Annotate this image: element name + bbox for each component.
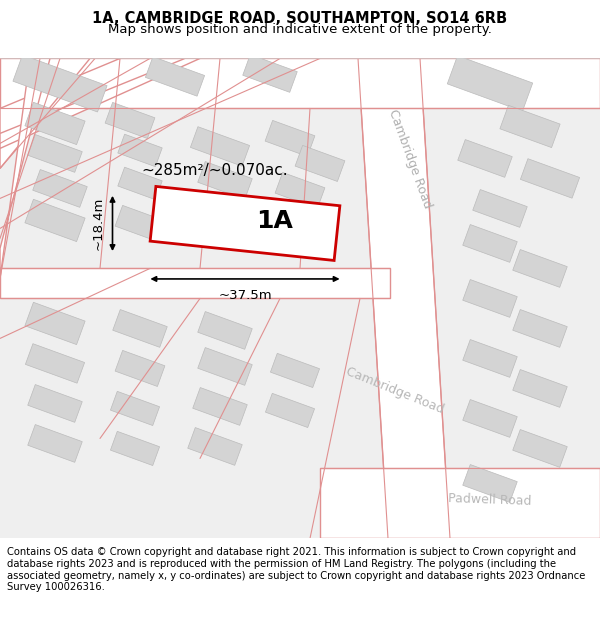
Polygon shape <box>110 431 160 466</box>
Text: Map shows position and indicative extent of the property.: Map shows position and indicative extent… <box>108 23 492 36</box>
Polygon shape <box>203 199 257 238</box>
Polygon shape <box>115 206 165 241</box>
Text: ~37.5m: ~37.5m <box>218 289 272 302</box>
Polygon shape <box>447 56 533 111</box>
Polygon shape <box>463 399 517 437</box>
Polygon shape <box>275 173 325 209</box>
Polygon shape <box>193 388 247 426</box>
Polygon shape <box>190 127 250 166</box>
Polygon shape <box>25 302 85 344</box>
Polygon shape <box>0 58 200 148</box>
Polygon shape <box>271 353 320 388</box>
Polygon shape <box>0 269 390 298</box>
Polygon shape <box>28 424 82 462</box>
Polygon shape <box>358 58 450 538</box>
Polygon shape <box>198 161 252 199</box>
Text: ~285m²/~0.070ac.: ~285m²/~0.070ac. <box>142 163 289 179</box>
Polygon shape <box>118 168 162 199</box>
Polygon shape <box>295 146 345 181</box>
Polygon shape <box>28 384 82 423</box>
Text: Contains OS data © Crown copyright and database right 2021. This information is : Contains OS data © Crown copyright and d… <box>7 548 586 592</box>
Polygon shape <box>265 393 314 428</box>
Polygon shape <box>0 58 600 109</box>
Polygon shape <box>198 348 252 386</box>
Polygon shape <box>265 121 315 156</box>
Polygon shape <box>513 369 567 408</box>
Polygon shape <box>473 189 527 228</box>
Text: Cambridge Road: Cambridge Road <box>344 365 446 416</box>
Polygon shape <box>513 309 567 348</box>
Polygon shape <box>520 159 580 198</box>
Text: Cambridge Road: Cambridge Road <box>386 107 434 210</box>
Polygon shape <box>13 55 107 112</box>
Text: Padwell Road: Padwell Road <box>448 492 532 508</box>
Text: 1A: 1A <box>257 209 293 233</box>
Polygon shape <box>463 464 517 503</box>
Polygon shape <box>500 105 560 148</box>
Polygon shape <box>28 134 82 172</box>
Polygon shape <box>463 279 517 318</box>
Polygon shape <box>113 309 167 348</box>
Polygon shape <box>115 351 165 386</box>
Polygon shape <box>105 102 155 139</box>
Polygon shape <box>188 428 242 466</box>
Polygon shape <box>145 57 205 96</box>
Text: ~18.4m: ~18.4m <box>91 197 104 250</box>
Polygon shape <box>280 206 329 241</box>
Polygon shape <box>33 169 87 208</box>
Polygon shape <box>0 58 120 168</box>
Polygon shape <box>463 224 517 262</box>
Polygon shape <box>118 134 162 167</box>
Polygon shape <box>513 249 567 288</box>
Polygon shape <box>150 186 340 261</box>
Polygon shape <box>463 339 517 377</box>
Polygon shape <box>110 391 160 426</box>
Polygon shape <box>198 311 252 349</box>
Polygon shape <box>320 469 600 538</box>
Polygon shape <box>25 199 85 242</box>
Polygon shape <box>243 54 297 92</box>
Polygon shape <box>513 429 567 468</box>
Polygon shape <box>0 58 50 279</box>
Polygon shape <box>458 139 512 177</box>
Text: 1A, CAMBRIDGE ROAD, SOUTHAMPTON, SO14 6RB: 1A, CAMBRIDGE ROAD, SOUTHAMPTON, SO14 6R… <box>92 11 508 26</box>
Polygon shape <box>25 102 85 144</box>
Polygon shape <box>25 344 85 383</box>
